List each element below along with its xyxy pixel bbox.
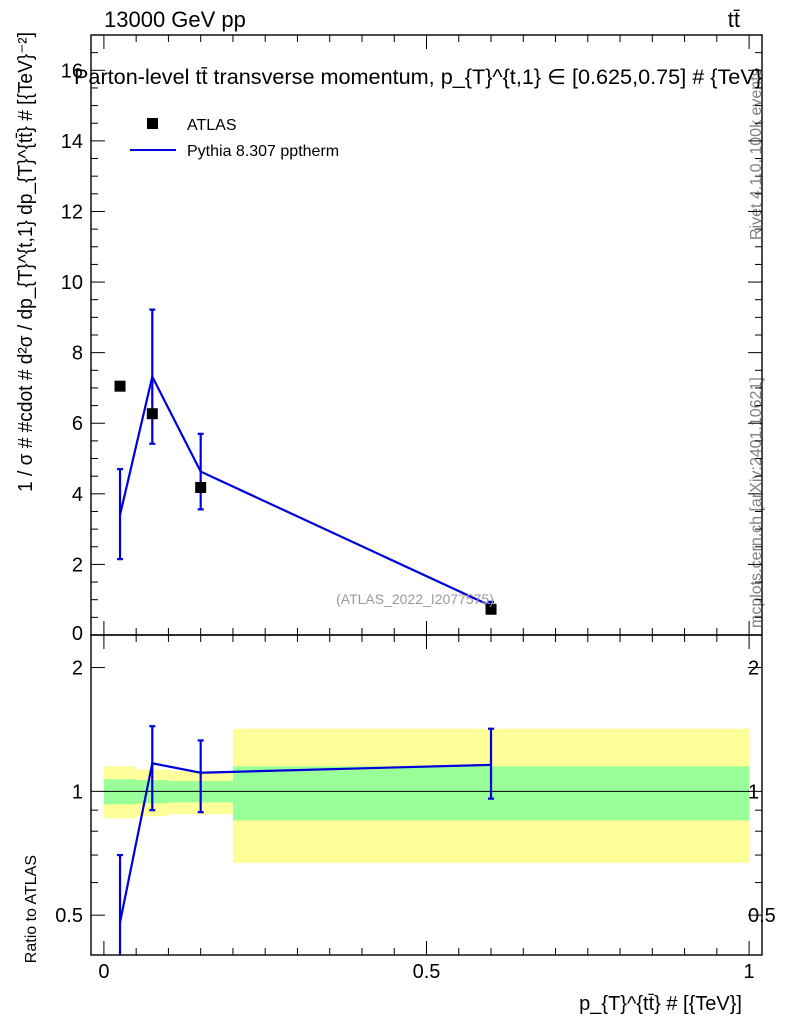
ratio-panel: 0.5 0.51 12 20 0.5 1 Ratio to ATLAS p_{T}^{tt… (23, 634, 776, 1015)
ratio-y-axis-label: Ratio to ATLAS (23, 855, 40, 963)
legend-atlas-label: ATLAS (187, 117, 237, 134)
legend: ATLAS Pythia 8.307 pptherm (130, 117, 339, 160)
ratio-frame (90, 634, 763, 956)
main-y-tick-label: 6 (72, 413, 83, 435)
mc-series-main (117, 308, 495, 612)
main-y-tick-labels: 2 4 6 8 10 12 14 16 0 (61, 60, 83, 645)
ratio-y-tick-label-right: 2 (748, 658, 759, 680)
main-y-tick-label: 16 (61, 60, 83, 82)
x-tick-label: 1 (744, 961, 755, 983)
main-y-tick-label: 10 (61, 272, 83, 294)
x-tick-label: 0 (98, 961, 109, 983)
legend-atlas-marker (147, 118, 158, 129)
atlas-series-main (114, 380, 497, 615)
ratio-y-tick-label-right: 1 (748, 781, 759, 803)
atlas-data-point (485, 603, 497, 615)
ratio-y-tick-label-left: 1 (72, 781, 83, 803)
x-tick-label: 0.5 (413, 961, 441, 983)
main-y-tick-label: 8 (72, 343, 83, 365)
main-panel: 2 4 6 8 10 12 14 16 0 Parton-level tt̄ transvers… (15, 32, 763, 645)
atlas-data-point (195, 481, 207, 493)
main-y-tick-label: 4 (72, 484, 83, 506)
ratio-axis-ticks (91, 635, 762, 956)
analysis-annotation: (ATLAS_2022_I2077575) (336, 591, 494, 607)
x-axis-label: p_{T}^{tt̄} # [{TeV}] (579, 993, 742, 1015)
main-y-tick-label: 0 (72, 623, 83, 645)
ratio-y-tick-label-left: 2 (72, 658, 83, 680)
main-y-tick-label: 12 (61, 201, 83, 223)
collision-energy-label: 13000 GeV pp (104, 7, 246, 32)
process-label: tt̄ (728, 7, 740, 32)
atlas-data-point (146, 408, 158, 420)
legend-pythia-label: Pythia 8.307 pptherm (187, 143, 339, 160)
main-y-tick-label: 14 (61, 131, 83, 153)
main-y-axis-label: 1 / σ # #cdot # d²σ / dp_{T}^{t,1} dp_{T… (15, 32, 37, 492)
atlas-data-point (114, 380, 126, 392)
plot-title: Parton-level tt̄ transverse momentum, p_… (74, 66, 762, 89)
ratio-y-tick-label-left: 0.5 (55, 905, 83, 927)
ratio-tick-labels: 0.5 0.51 12 20 0.5 1 (55, 658, 776, 983)
mcplots-source-label: mcplots.cern.ch [arXiv:2401.10621] (748, 377, 765, 628)
rivet-version-label: Rivet 4.1.0, 100k events (748, 68, 765, 240)
main-y-tick-label: 2 (72, 554, 83, 576)
mc-series-ratio (117, 725, 495, 955)
ratio-mc-line (118, 762, 492, 923)
mc-line (118, 373, 492, 608)
